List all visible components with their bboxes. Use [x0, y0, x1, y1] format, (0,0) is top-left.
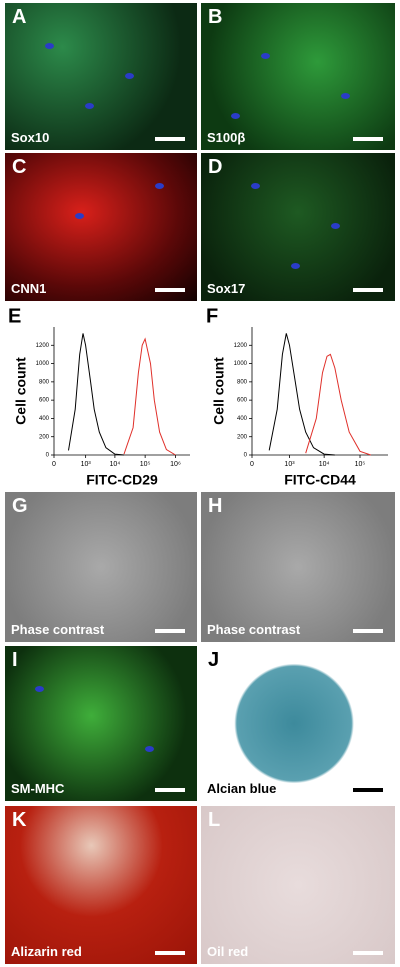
scale-bar: [155, 629, 185, 633]
chart: F Cell count FITC-CD44 0 200 400 600 800 1000 120…: [206, 305, 388, 488]
scale-bar: [353, 951, 383, 955]
panel: G Phase contrast: [5, 492, 197, 642]
y-tick-label: 200: [237, 434, 248, 440]
panel-letter: G: [12, 495, 28, 517]
y-axis-label: Cell count: [211, 357, 227, 425]
panel: C CNN1: [5, 153, 197, 301]
x-tick-label: 0: [52, 461, 56, 468]
x-tick-label: 10³: [81, 461, 92, 468]
scale-bar: [155, 288, 185, 292]
panel-label: Sox17: [207, 281, 246, 296]
y-tick-label: 200: [39, 434, 50, 440]
scale-bar: [353, 137, 383, 141]
x-tick-label: 10⁴: [319, 461, 330, 468]
scale-bar: [155, 951, 185, 955]
panel-letter: L: [208, 809, 221, 831]
panel: B S100β: [201, 3, 395, 150]
y-axis-label: Cell count: [13, 357, 29, 425]
scale-bar: [353, 288, 383, 292]
panel-letter: A: [12, 6, 27, 28]
panel: H Phase contrast: [201, 492, 395, 642]
y-tick-label: 1200: [36, 343, 50, 349]
panel-label: Oil red: [207, 944, 249, 959]
x-tick-label: 10⁵: [140, 461, 151, 468]
y-tick-label: 800: [39, 379, 50, 385]
y-tick-label: 600: [237, 398, 248, 404]
y-tick-label: 1000: [234, 361, 248, 367]
x-axis-label: FITC-CD44: [284, 472, 356, 488]
x-axis-label: FITC-CD29: [86, 472, 158, 488]
x-tick-label: 10⁶: [170, 461, 181, 468]
panel-letter: I: [12, 649, 18, 671]
panel-label: Alizarin red: [11, 944, 82, 959]
histogram-line: [123, 337, 176, 456]
y-tick-label: 1000: [36, 361, 50, 367]
panel-letter: F: [206, 305, 218, 327]
x-tick-label: 10⁴: [109, 461, 120, 468]
y-tick-label: 0: [46, 453, 50, 459]
panel: L Oil red: [201, 806, 395, 964]
panel: A Sox10: [5, 3, 197, 150]
panel-label: Sox10: [11, 130, 50, 145]
panel-label: Phase contrast: [11, 622, 105, 637]
panel-label: Phase contrast: [207, 622, 301, 637]
y-tick-label: 400: [39, 416, 50, 422]
y-tick-label: 800: [237, 379, 248, 385]
panel-label: Alcian blue: [207, 781, 277, 796]
y-tick-label: 1200: [234, 343, 248, 349]
panel: J Alcian blue: [201, 646, 395, 801]
panel-letter: J: [208, 649, 220, 671]
panel-letter: E: [8, 305, 21, 327]
histogram-line: [305, 353, 371, 456]
panel-label: S100β: [207, 130, 246, 145]
scale-bar: [155, 137, 185, 141]
y-tick-label: 400: [237, 416, 248, 422]
panel-letter: C: [12, 156, 27, 178]
panel: D Sox17: [201, 153, 395, 301]
panel-letter: D: [208, 156, 223, 178]
scale-bar: [155, 788, 185, 792]
panel-letter: K: [12, 809, 27, 831]
panel-letter: H: [208, 495, 223, 517]
panel-label: CNN1: [11, 281, 47, 296]
scale-bar: [353, 629, 383, 633]
x-tick-label: 10⁵: [355, 461, 366, 468]
panel: K Alizarin red: [5, 806, 197, 964]
y-tick-label: 600: [39, 398, 50, 404]
panel-label: SM-MHC: [11, 781, 65, 796]
histogram-line: [268, 333, 335, 456]
x-tick-label: 0: [250, 461, 254, 468]
panel: I SM-MHC: [5, 646, 197, 801]
x-tick-label: 10³: [284, 461, 295, 468]
y-tick-label: 0: [244, 453, 248, 459]
histogram-line: [68, 333, 125, 456]
panel-letter: B: [208, 6, 223, 28]
scale-bar: [353, 788, 383, 792]
chart: E Cell count FITC-CD29 0 200 400 600 800 1000 120…: [8, 305, 190, 488]
